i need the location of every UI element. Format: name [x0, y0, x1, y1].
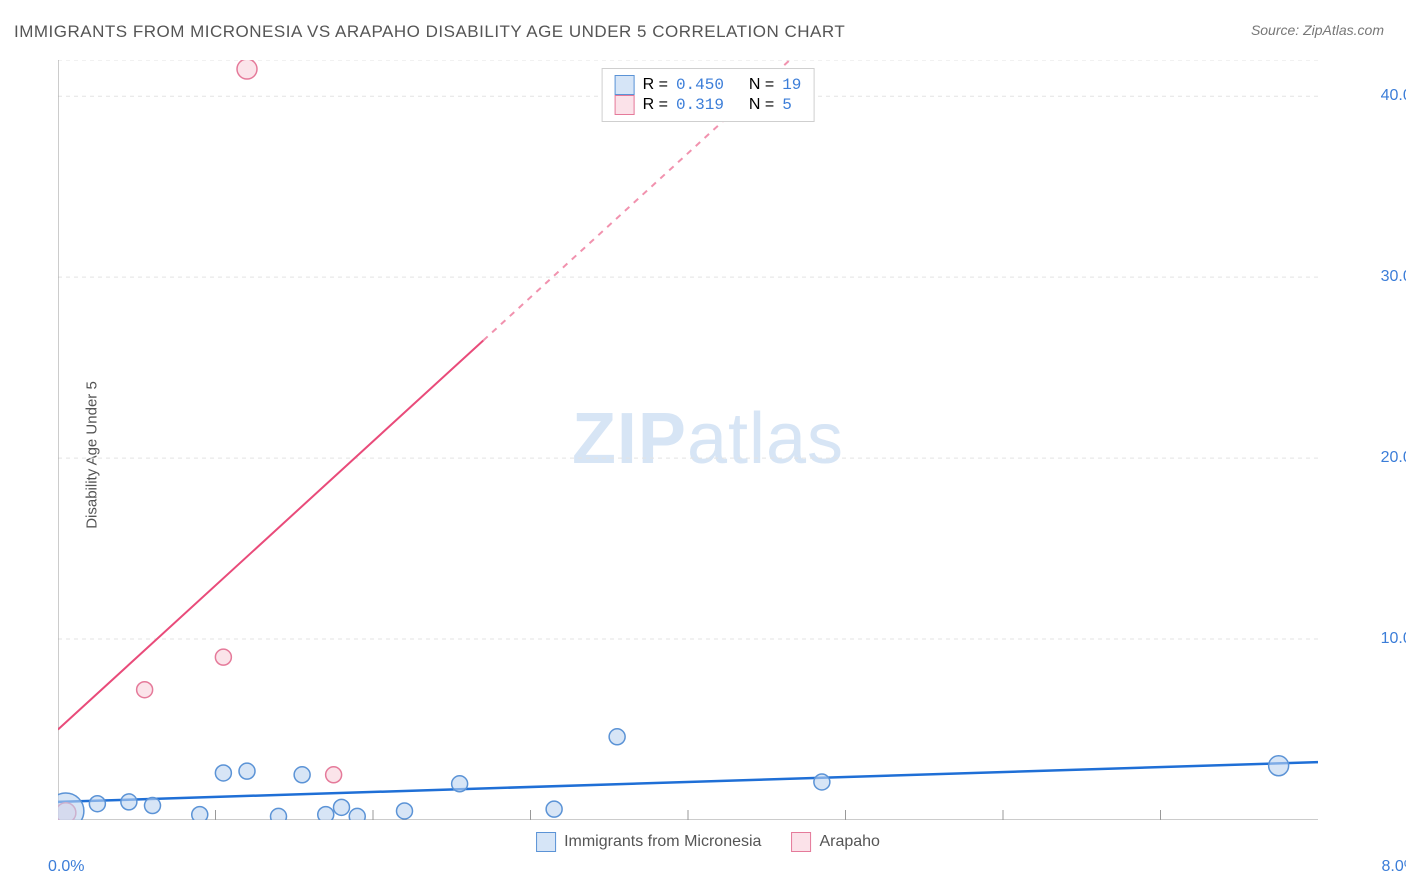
legend-row-series-0: R = 0.450 N = 19	[615, 75, 802, 95]
legend-swatch-0	[615, 75, 635, 95]
legend-item-1: Arapaho	[791, 832, 880, 852]
series-legend: Immigrants from Micronesia Arapaho	[536, 832, 880, 852]
chart-container: IMMIGRANTS FROM MICRONESIA VS ARAPAHO DI…	[0, 0, 1406, 892]
y-tick-label: 30.0%	[1381, 268, 1406, 286]
legend-bottom-swatch-1	[791, 832, 811, 852]
r-value-0: 0.450	[676, 76, 724, 94]
legend-label-1: Arapaho	[819, 833, 880, 851]
legend-row-series-1: R = 0.319 N = 5	[615, 95, 802, 115]
source-value: ZipAtlas.com	[1303, 22, 1384, 38]
n-label: N =	[749, 76, 774, 94]
source-label: Source:	[1251, 22, 1299, 38]
x-tick-right: 8.0%	[1382, 858, 1406, 876]
plot-svg	[58, 60, 1318, 820]
r-value-1: 0.319	[676, 96, 724, 114]
y-tick-label: 40.0%	[1381, 87, 1406, 105]
n-label: N =	[749, 96, 774, 114]
x-tick-left: 0.0%	[48, 858, 84, 876]
legend-item-0: Immigrants from Micronesia	[536, 832, 761, 852]
chart-area: Disability Age Under 5 ZIPatlas R = 0.45…	[48, 60, 1368, 850]
r-label: R =	[643, 76, 668, 94]
n-value-0: 19	[782, 76, 801, 94]
correlation-legend: R = 0.450 N = 19 R = 0.319 N = 5	[602, 68, 815, 122]
legend-swatch-1	[615, 95, 635, 115]
legend-label-0: Immigrants from Micronesia	[564, 833, 761, 851]
y-tick-label: 20.0%	[1381, 449, 1406, 467]
r-label: R =	[643, 96, 668, 114]
chart-title: IMMIGRANTS FROM MICRONESIA VS ARAPAHO DI…	[14, 22, 845, 42]
n-value-1: 5	[782, 96, 792, 114]
y-tick-label: 10.0%	[1381, 630, 1406, 648]
source-attribution: Source: ZipAtlas.com	[1251, 22, 1384, 38]
legend-bottom-swatch-0	[536, 832, 556, 852]
